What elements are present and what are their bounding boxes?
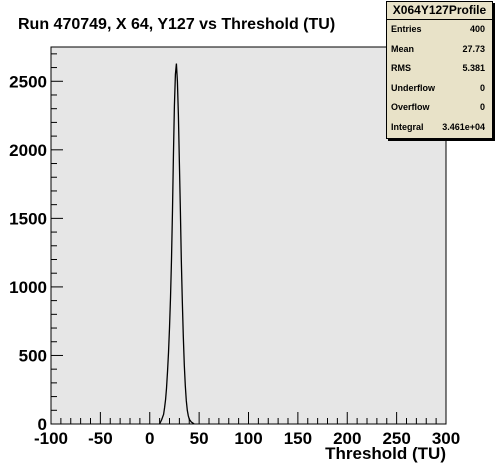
- stats-value: 400: [469, 24, 485, 34]
- stats-row-entries: Entries 400: [387, 20, 492, 40]
- stats-label: RMS: [391, 63, 411, 73]
- y-tick-label: 1500: [9, 209, 47, 228]
- stats-label: Mean: [391, 43, 415, 54]
- x-tick-label: 150: [284, 429, 312, 448]
- y-tick-label: 0: [38, 415, 47, 434]
- statistics-box-title: X064Y127Profile: [387, 2, 492, 20]
- stats-row-integral: Integral 3.461e+04: [387, 118, 492, 138]
- x-axis: -100 -50 0 50 100 150 200 250 300: [34, 412, 460, 448]
- stats-value: 5.381: [462, 63, 485, 73]
- data-series-line: [159, 63, 195, 425]
- y-tick-label: 2500: [9, 72, 47, 91]
- y-tick-label: 500: [19, 346, 47, 365]
- stats-row-underflow: Underflow 0: [387, 79, 492, 99]
- statistics-box: X064Y127Profile Entries 400 Mean 27.73 R…: [386, 1, 493, 139]
- y-tick-label: 1000: [9, 278, 47, 297]
- stats-row-mean: Mean 27.73: [387, 40, 492, 60]
- y-tick-label: 2000: [9, 141, 47, 160]
- x-tick-label: 250: [382, 429, 410, 448]
- stats-value: 0: [479, 102, 485, 112]
- x-tick-label: 0: [145, 429, 154, 448]
- stats-label: Entries: [391, 24, 422, 34]
- x-tick-label: 100: [234, 429, 262, 448]
- x-tick-label: -100: [34, 429, 68, 448]
- x-tick-label: 50: [190, 429, 209, 448]
- stats-label: Overflow: [391, 102, 430, 112]
- stats-row-rms: RMS 5.381: [387, 59, 492, 79]
- stats-label: Underflow: [391, 82, 435, 93]
- stats-value: 3.461e+04: [442, 121, 485, 132]
- x-tick-label: -50: [88, 429, 113, 448]
- stats-row-overflow: Overflow 0: [387, 98, 492, 118]
- stats-value: 0: [479, 82, 485, 93]
- x-tick-label: 300: [432, 429, 460, 448]
- plot-frame: [50, 46, 447, 425]
- x-axis-label: Threshold (TU): [325, 444, 446, 463]
- stats-label: Integral: [391, 121, 424, 132]
- chart-title: Run 470749, X 64, Y127 vs Threshold (TU): [18, 16, 336, 33]
- x-tick-label: 200: [333, 429, 361, 448]
- y-axis: 0 500 1000 1500 2000 2500: [9, 53, 63, 434]
- stats-value: 27.73: [462, 43, 485, 54]
